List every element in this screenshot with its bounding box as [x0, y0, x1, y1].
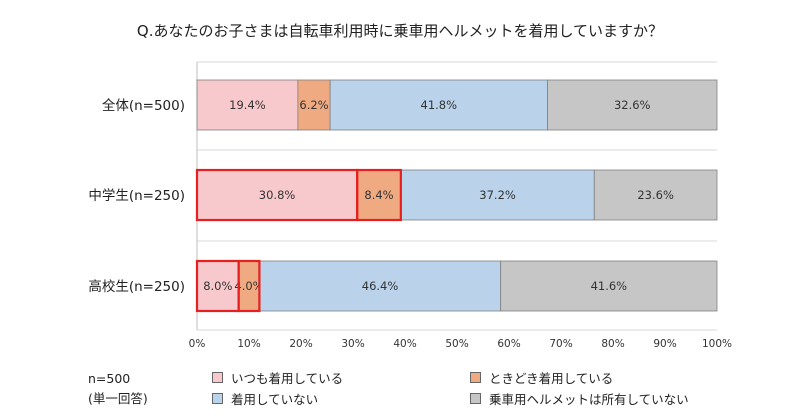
x-tick-label: 70%	[549, 338, 572, 350]
bar-segment	[547, 79, 718, 131]
bar-segment	[500, 260, 718, 312]
highlight-box	[356, 168, 402, 222]
category-label: 高校生(n=250)	[88, 278, 185, 295]
highlight-box	[237, 259, 261, 313]
legend-swatch-always	[212, 372, 223, 383]
category-label: 中学生(n=250)	[88, 188, 185, 204]
x-tick-label: 0%	[189, 338, 206, 350]
answer-type-note: (単一回答)	[88, 391, 148, 406]
sample-size-note: n=500	[88, 371, 131, 386]
legend-swatch-sometimes	[470, 372, 481, 383]
legend-swatch-not-owning	[470, 393, 481, 404]
bar-segment	[593, 169, 718, 221]
x-tick-label: 10%	[237, 338, 260, 350]
legend-label-not-owning: 乗車用ヘルメットは所有していない	[489, 392, 689, 407]
data-label: 23.6%	[637, 188, 674, 202]
x-tick-label: 100%	[702, 338, 732, 350]
data-label: 41.8%	[421, 98, 458, 112]
legend-item-always: いつも着用している	[212, 368, 343, 387]
bar-segment	[400, 169, 595, 221]
legend-swatch-not-wearing	[212, 393, 223, 404]
bar-segment	[329, 79, 548, 131]
x-tick-label: 60%	[497, 338, 520, 350]
legend-item-not-wearing: 着用していない	[212, 389, 318, 408]
data-label: 37.2%	[479, 188, 516, 202]
legend-label-always: いつも着用している	[231, 371, 344, 386]
x-tick-label: 40%	[393, 338, 416, 350]
bar-segment	[356, 169, 402, 221]
data-label: 32.6%	[614, 98, 651, 112]
data-label: 6.2%	[299, 98, 328, 112]
chart-title: Q.あなたのお子さまは自転車利用時に乗車用ヘルメットを着用していますか？	[136, 22, 664, 40]
data-label: 19.4%	[229, 98, 266, 112]
x-tick-label: 20%	[289, 338, 312, 350]
x-tick-label: 30%	[341, 338, 364, 350]
category-label: 全体(n=500)	[102, 97, 185, 114]
data-label: 4.0%	[234, 279, 263, 293]
bar-segment	[196, 169, 358, 221]
data-label: 41.6%	[591, 279, 628, 293]
data-label: 8.0%	[203, 279, 232, 293]
data-label: 46.4%	[362, 279, 399, 293]
x-tick-label: 80%	[601, 338, 624, 350]
legend-item-sometimes: ときどき着用している	[470, 368, 613, 387]
data-label: 30.8%	[259, 188, 296, 202]
legend-label-sometimes: ときどき着用している	[489, 371, 614, 386]
bar-segment	[297, 79, 331, 131]
data-label: 8.4%	[364, 188, 393, 202]
legend-label-not-wearing: 着用していない	[231, 392, 319, 407]
bar-segment	[258, 260, 502, 312]
legend-item-not-owning: 乗車用ヘルメットは所有していない	[470, 389, 689, 408]
x-tick-label: 50%	[445, 338, 468, 350]
x-tick-label: 90%	[653, 338, 676, 350]
